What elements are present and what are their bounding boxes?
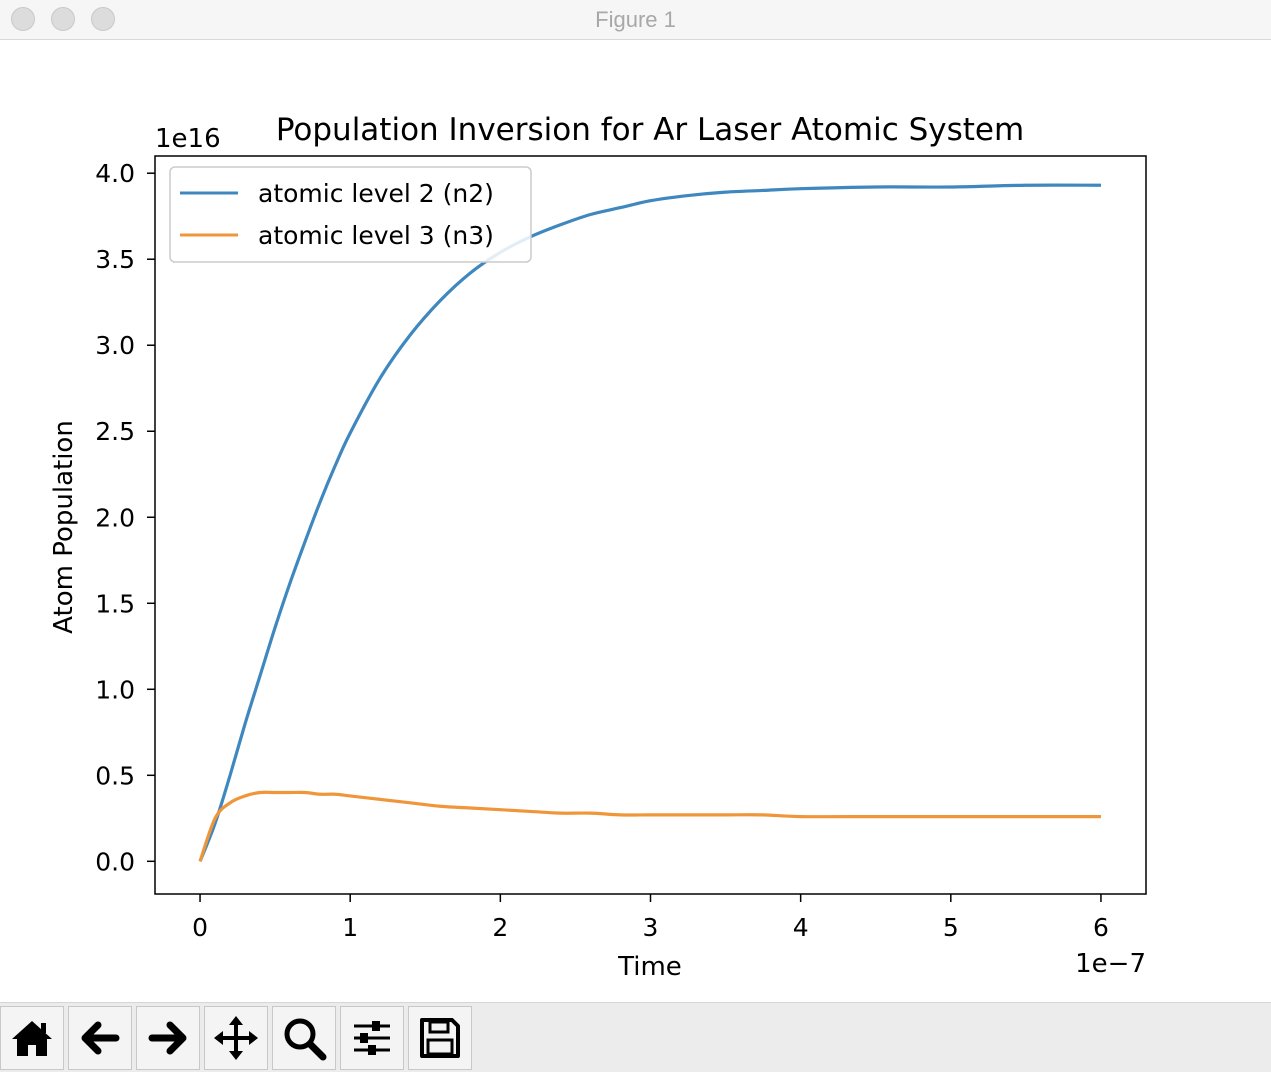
series-line-n3 [198, 790, 1101, 862]
home-button[interactable] [0, 1006, 64, 1070]
back-button[interactable] [68, 1006, 132, 1070]
x-tick-label: 0 [192, 913, 208, 942]
y-tick-label: 2.5 [95, 417, 135, 446]
navigation-toolbar [0, 1002, 1271, 1072]
legend: atomic level 2 (n2) atomic level 3 (n3) [169, 166, 532, 263]
series-lines [198, 183, 1101, 862]
zoom-window-button[interactable] [91, 7, 115, 31]
x-axis-label: Time [617, 952, 682, 982]
legend-label-n2: atomic level 2 (n2) [258, 179, 494, 208]
x-tick-label: 6 [1093, 913, 1109, 942]
zoom-magnifier-icon [284, 1018, 327, 1061]
y-tick-label: 2.0 [95, 503, 135, 532]
window-title: Figure 1 [595, 7, 676, 32]
x-offset-text: 1e−7 [1075, 949, 1146, 979]
y-tick-label: 0.5 [95, 761, 135, 790]
home-icon [12, 1021, 52, 1056]
axes-frame [154, 155, 1147, 895]
x-tick-label: 5 [943, 913, 959, 942]
y-offset-text: 1e16 [155, 124, 221, 154]
line-chart: 0 1 2 3 4 5 6 0.0 0.5 1.0 1.5 2.0 2.5 3.0 3.5 4.0 Popul… [49, 112, 1147, 982]
y-tick-label: 4.0 [95, 159, 135, 188]
save-button[interactable] [408, 1006, 472, 1070]
y-tick-label: 3.0 [95, 331, 135, 360]
x-tick-label: 3 [643, 913, 659, 942]
zoom-button[interactable] [272, 1006, 336, 1070]
series-line-n2 [198, 183, 1101, 862]
y-axis-label: Atom Population [49, 420, 79, 634]
y-tick-label: 3.5 [95, 245, 135, 274]
pan-move-icon [214, 1016, 258, 1060]
y-tick-label: 1.5 [95, 589, 135, 618]
x-tick-label: 1 [342, 913, 358, 942]
configure-subplots-button[interactable] [340, 1006, 404, 1070]
legend-label-n3: atomic level 3 (n3) [258, 221, 494, 250]
pan-button[interactable] [204, 1006, 268, 1070]
x-tick-label: 4 [793, 913, 809, 942]
legend-box [169, 166, 532, 263]
configure-subplots-icon [354, 1021, 390, 1055]
forward-button[interactable] [136, 1006, 200, 1070]
save-floppy-icon [420, 1018, 460, 1058]
minimize-window-button[interactable] [51, 7, 75, 31]
y-tick-label: 1.0 [95, 675, 135, 704]
chart-title: Population Inversion for Ar Laser Atomic… [276, 112, 1024, 148]
forward-arrow-icon [148, 1021, 187, 1055]
close-window-button[interactable] [11, 7, 35, 31]
axis-ticks: 0 1 2 3 4 5 6 0.0 0.5 1.0 1.5 2.0 2.5 3.0 3.5 4.0 [95, 159, 1109, 942]
figure-canvas[interactable]: 0 1 2 3 4 5 6 0.0 0.5 1.0 1.5 2.0 2.5 3.0 3.5 4.0 Popul… [0, 40, 1271, 1002]
back-arrow-icon [81, 1021, 120, 1055]
y-tick-label: 0.0 [95, 847, 135, 876]
x-tick-label: 2 [492, 913, 508, 942]
window-titlebar: Figure 1 [0, 0, 1271, 40]
